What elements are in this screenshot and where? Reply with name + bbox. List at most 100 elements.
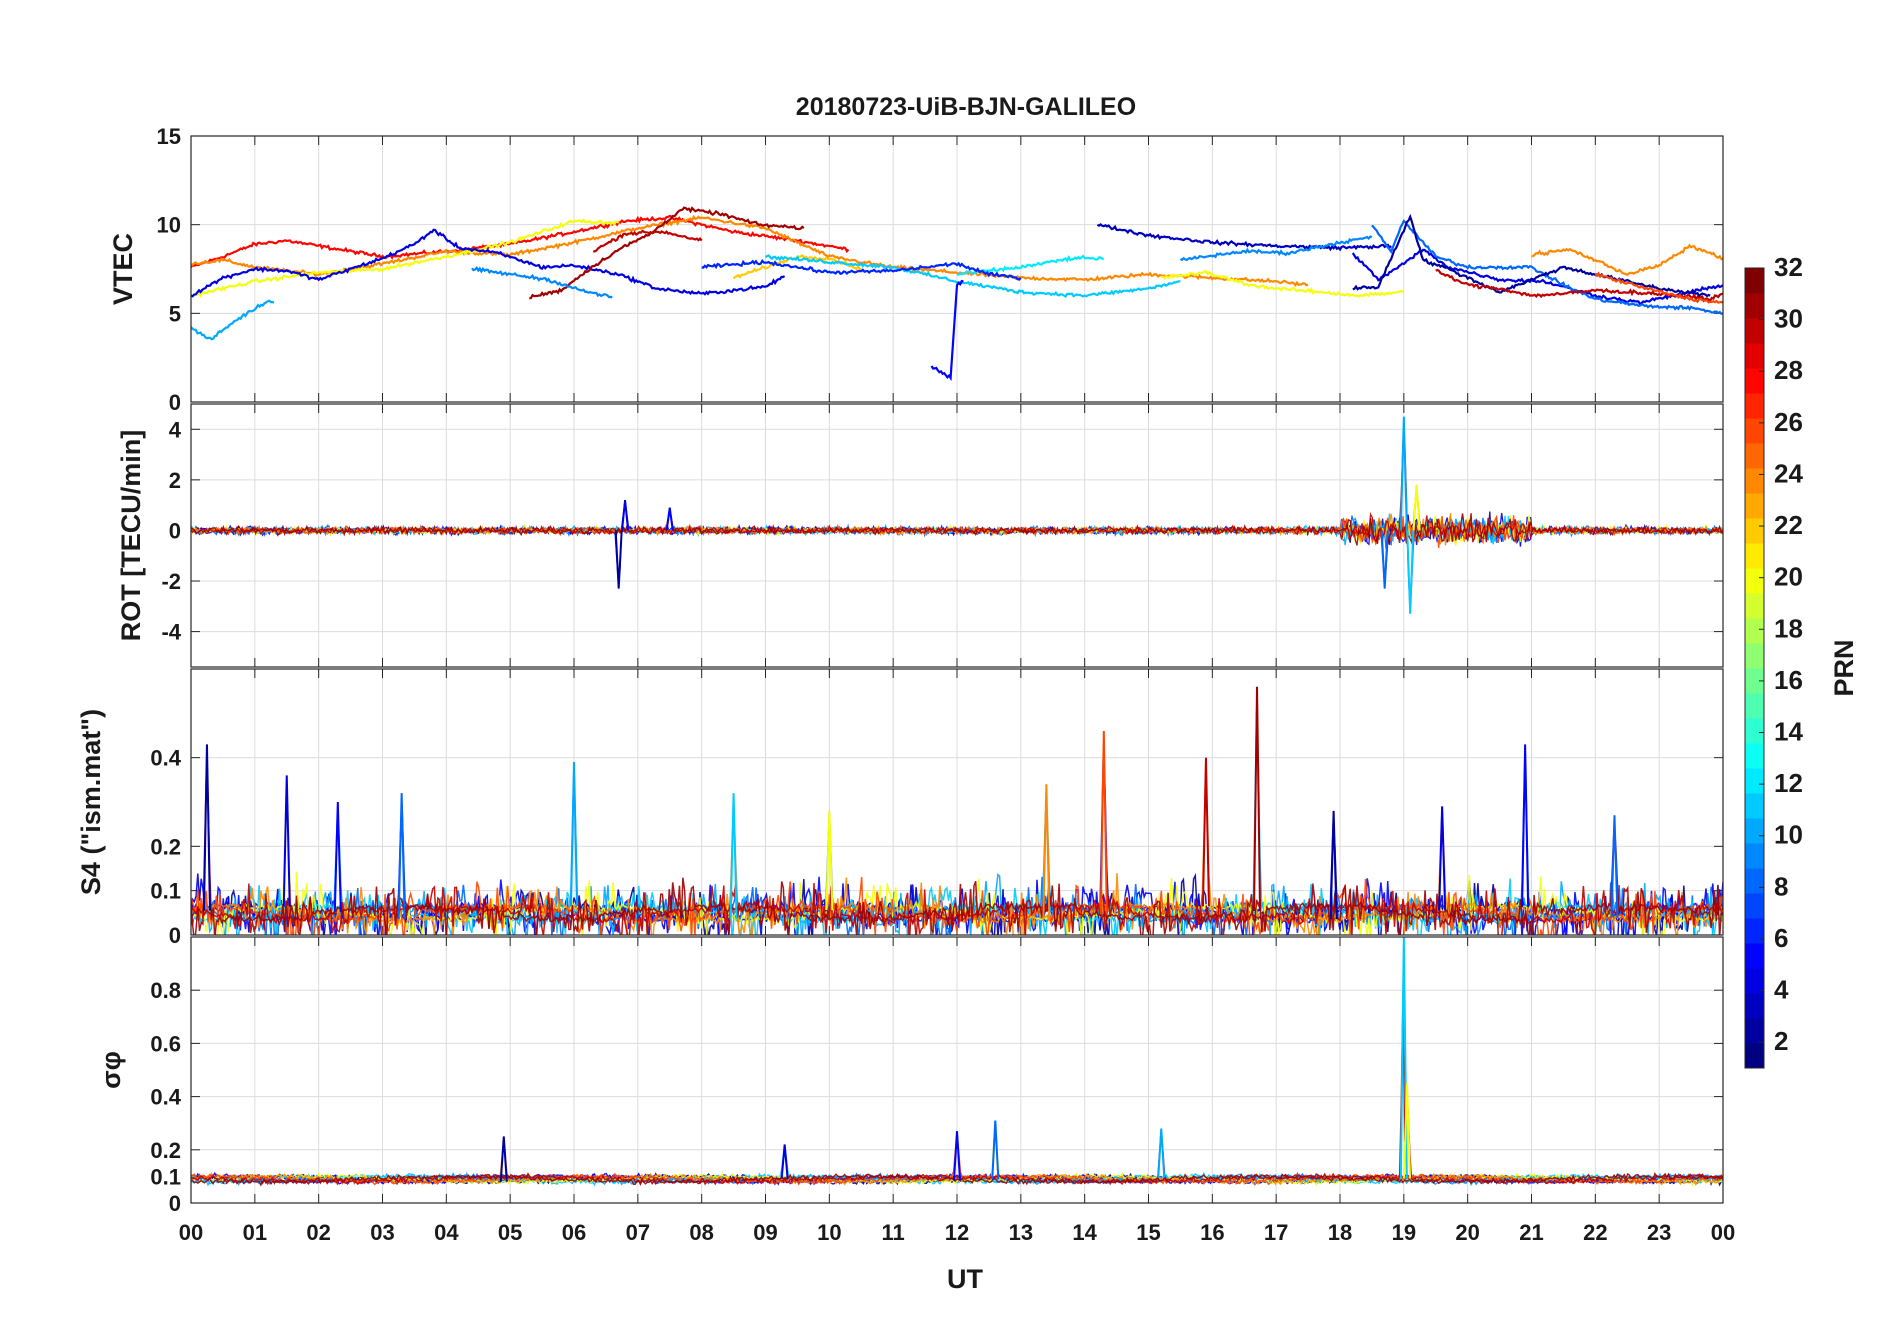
colorbar-band	[1745, 643, 1764, 669]
axes-frame	[190, 135, 1724, 403]
colorbar-band	[1745, 368, 1764, 394]
sigma_phi-peak	[991, 1120, 1000, 1180]
x-tick-label: 11	[882, 1220, 905, 1245]
colorbar-band	[1745, 443, 1764, 469]
colorbar-tick-label: 12	[1774, 768, 1803, 798]
x-axis-tick-labels: 00 01 02 03 04 05 06 07 08 09 10 11 12 13 14 15 16 17 18 19…	[179, 1220, 1735, 1245]
colorbar-tick-label: 16	[1774, 665, 1803, 695]
sigma_phi-y-tick-label: 0.2	[150, 1138, 181, 1163]
colorbar-band	[1745, 393, 1764, 419]
colorbar-band	[1745, 793, 1764, 819]
x-tick-label: 22	[1583, 1220, 1607, 1245]
vtec-series-prn-26	[1594, 271, 1723, 304]
s4-y-tick-label: 0.4	[150, 746, 181, 771]
s4-peak	[282, 775, 291, 907]
vtec-series-prn-30	[592, 229, 703, 253]
sigma_phi-peak	[780, 1144, 789, 1179]
colorbar-band	[1745, 843, 1764, 869]
vtec-series-prn-10	[191, 299, 275, 341]
sigma_phi-y-tick-label: 0.1	[150, 1164, 181, 1189]
rot-y-axis-label: ROT [TECU/min]	[116, 430, 146, 641]
s4-peak	[1610, 815, 1619, 918]
colorbar-band	[1745, 693, 1764, 719]
s4-peak	[1042, 784, 1051, 920]
colorbar-band	[1745, 968, 1764, 994]
x-tick-label: 18	[1328, 1220, 1352, 1245]
colorbar-band	[1745, 493, 1764, 519]
sigma-phi-panel: 00.10.2 0.4 0.6 0.8	[150, 936, 1724, 1216]
colorbar-tick-label: 2	[1774, 1026, 1788, 1056]
s4-peak	[1099, 731, 1108, 915]
s4-peak	[1329, 810, 1338, 920]
vtec-panel: 0 5 10 15	[157, 124, 1724, 415]
colorbar-band	[1745, 268, 1764, 294]
vtec-series-prn-6	[701, 258, 1022, 281]
vtec-series-prn-24	[191, 214, 1309, 287]
x-tick-label: 12	[945, 1220, 969, 1245]
vtec-series-prn-20	[191, 218, 620, 298]
rot-peak	[1406, 530, 1415, 614]
colorbar-tick-label: 14	[1774, 717, 1803, 747]
s4-peak	[397, 793, 406, 919]
sigma_phi-peak	[1157, 1128, 1166, 1178]
sigma_phi-peak	[499, 1136, 508, 1182]
colorbar-band	[1745, 518, 1764, 544]
x-tick-label: 02	[306, 1220, 330, 1245]
colorbar-tick-label: 20	[1774, 562, 1803, 592]
x-axis-label: UT	[947, 1264, 983, 1294]
rot-peak	[1399, 416, 1408, 531]
s4-y-tick-label: 0	[169, 923, 181, 948]
s4-peak	[825, 810, 834, 911]
s4-y-tick-label: 0.2	[150, 834, 181, 859]
colorbar-band	[1745, 768, 1764, 794]
s4-peak	[570, 762, 578, 907]
x-tick-label: 10	[817, 1220, 841, 1245]
x-tick-label: 00	[179, 1220, 203, 1245]
colorbar-tick-label: 28	[1774, 355, 1803, 385]
colorbar-band	[1745, 668, 1764, 694]
rot-peak	[1380, 530, 1389, 589]
x-tick-label: 03	[370, 1220, 394, 1245]
vtec-series-prn-4	[191, 228, 786, 298]
x-tick-label: 04	[434, 1220, 459, 1245]
sigma_phi-y-tick-label: 0.8	[150, 978, 181, 1003]
sigma_phi-y-axis-label: σφ	[96, 1051, 126, 1089]
vtec-series-prn-2	[1352, 213, 1711, 298]
vtec-y-tick-label: 15	[157, 124, 181, 149]
colorbar-tick-label: 4	[1774, 975, 1789, 1005]
sigma_phi-series-prn-31	[191, 1171, 1723, 1187]
rot-series-prn-31	[191, 509, 1723, 583]
colorbar-frame	[1744, 267, 1765, 1069]
sigma_phi-y-tick-label: 0.6	[150, 1031, 181, 1056]
colorbar-band	[1745, 868, 1764, 894]
colorbar-tick-label: 8	[1774, 871, 1788, 901]
s4-peak	[729, 793, 738, 920]
axes-frame	[190, 668, 1724, 936]
rot-y-tick-label: -4	[161, 620, 181, 645]
x-tick-label: 23	[1647, 1220, 1671, 1245]
x-tick-label: 21	[1519, 1220, 1543, 1245]
colorbar-band	[1745, 318, 1764, 344]
colorbar-band	[1745, 818, 1764, 844]
s4-peak	[333, 801, 342, 912]
s4-peak	[202, 744, 211, 911]
colorbar-tick-label: 18	[1774, 613, 1803, 643]
colorbar-band	[1745, 918, 1764, 944]
colorbar-band	[1745, 543, 1764, 569]
colorbar-tick-label: 10	[1774, 820, 1803, 850]
s4-series-prn-31	[191, 773, 1723, 935]
s4-peak	[1438, 806, 1447, 911]
colorbar-band	[1745, 293, 1764, 319]
vtec-series-prn-20	[1161, 270, 1405, 298]
colorbar-tick-label: 26	[1774, 407, 1803, 437]
x-tick-label: 09	[753, 1220, 777, 1245]
axes-frame	[190, 936, 1724, 1204]
vtec-series-prn-8	[1371, 219, 1723, 316]
colorbar-band	[1745, 943, 1764, 969]
vtec-series-prn-3	[1096, 222, 1392, 252]
colorbar-band	[1745, 1018, 1764, 1044]
rot-peak	[1412, 484, 1421, 531]
vtec-series-prn-9	[1179, 235, 1373, 262]
rot-y-tick-label: 0	[169, 518, 181, 543]
